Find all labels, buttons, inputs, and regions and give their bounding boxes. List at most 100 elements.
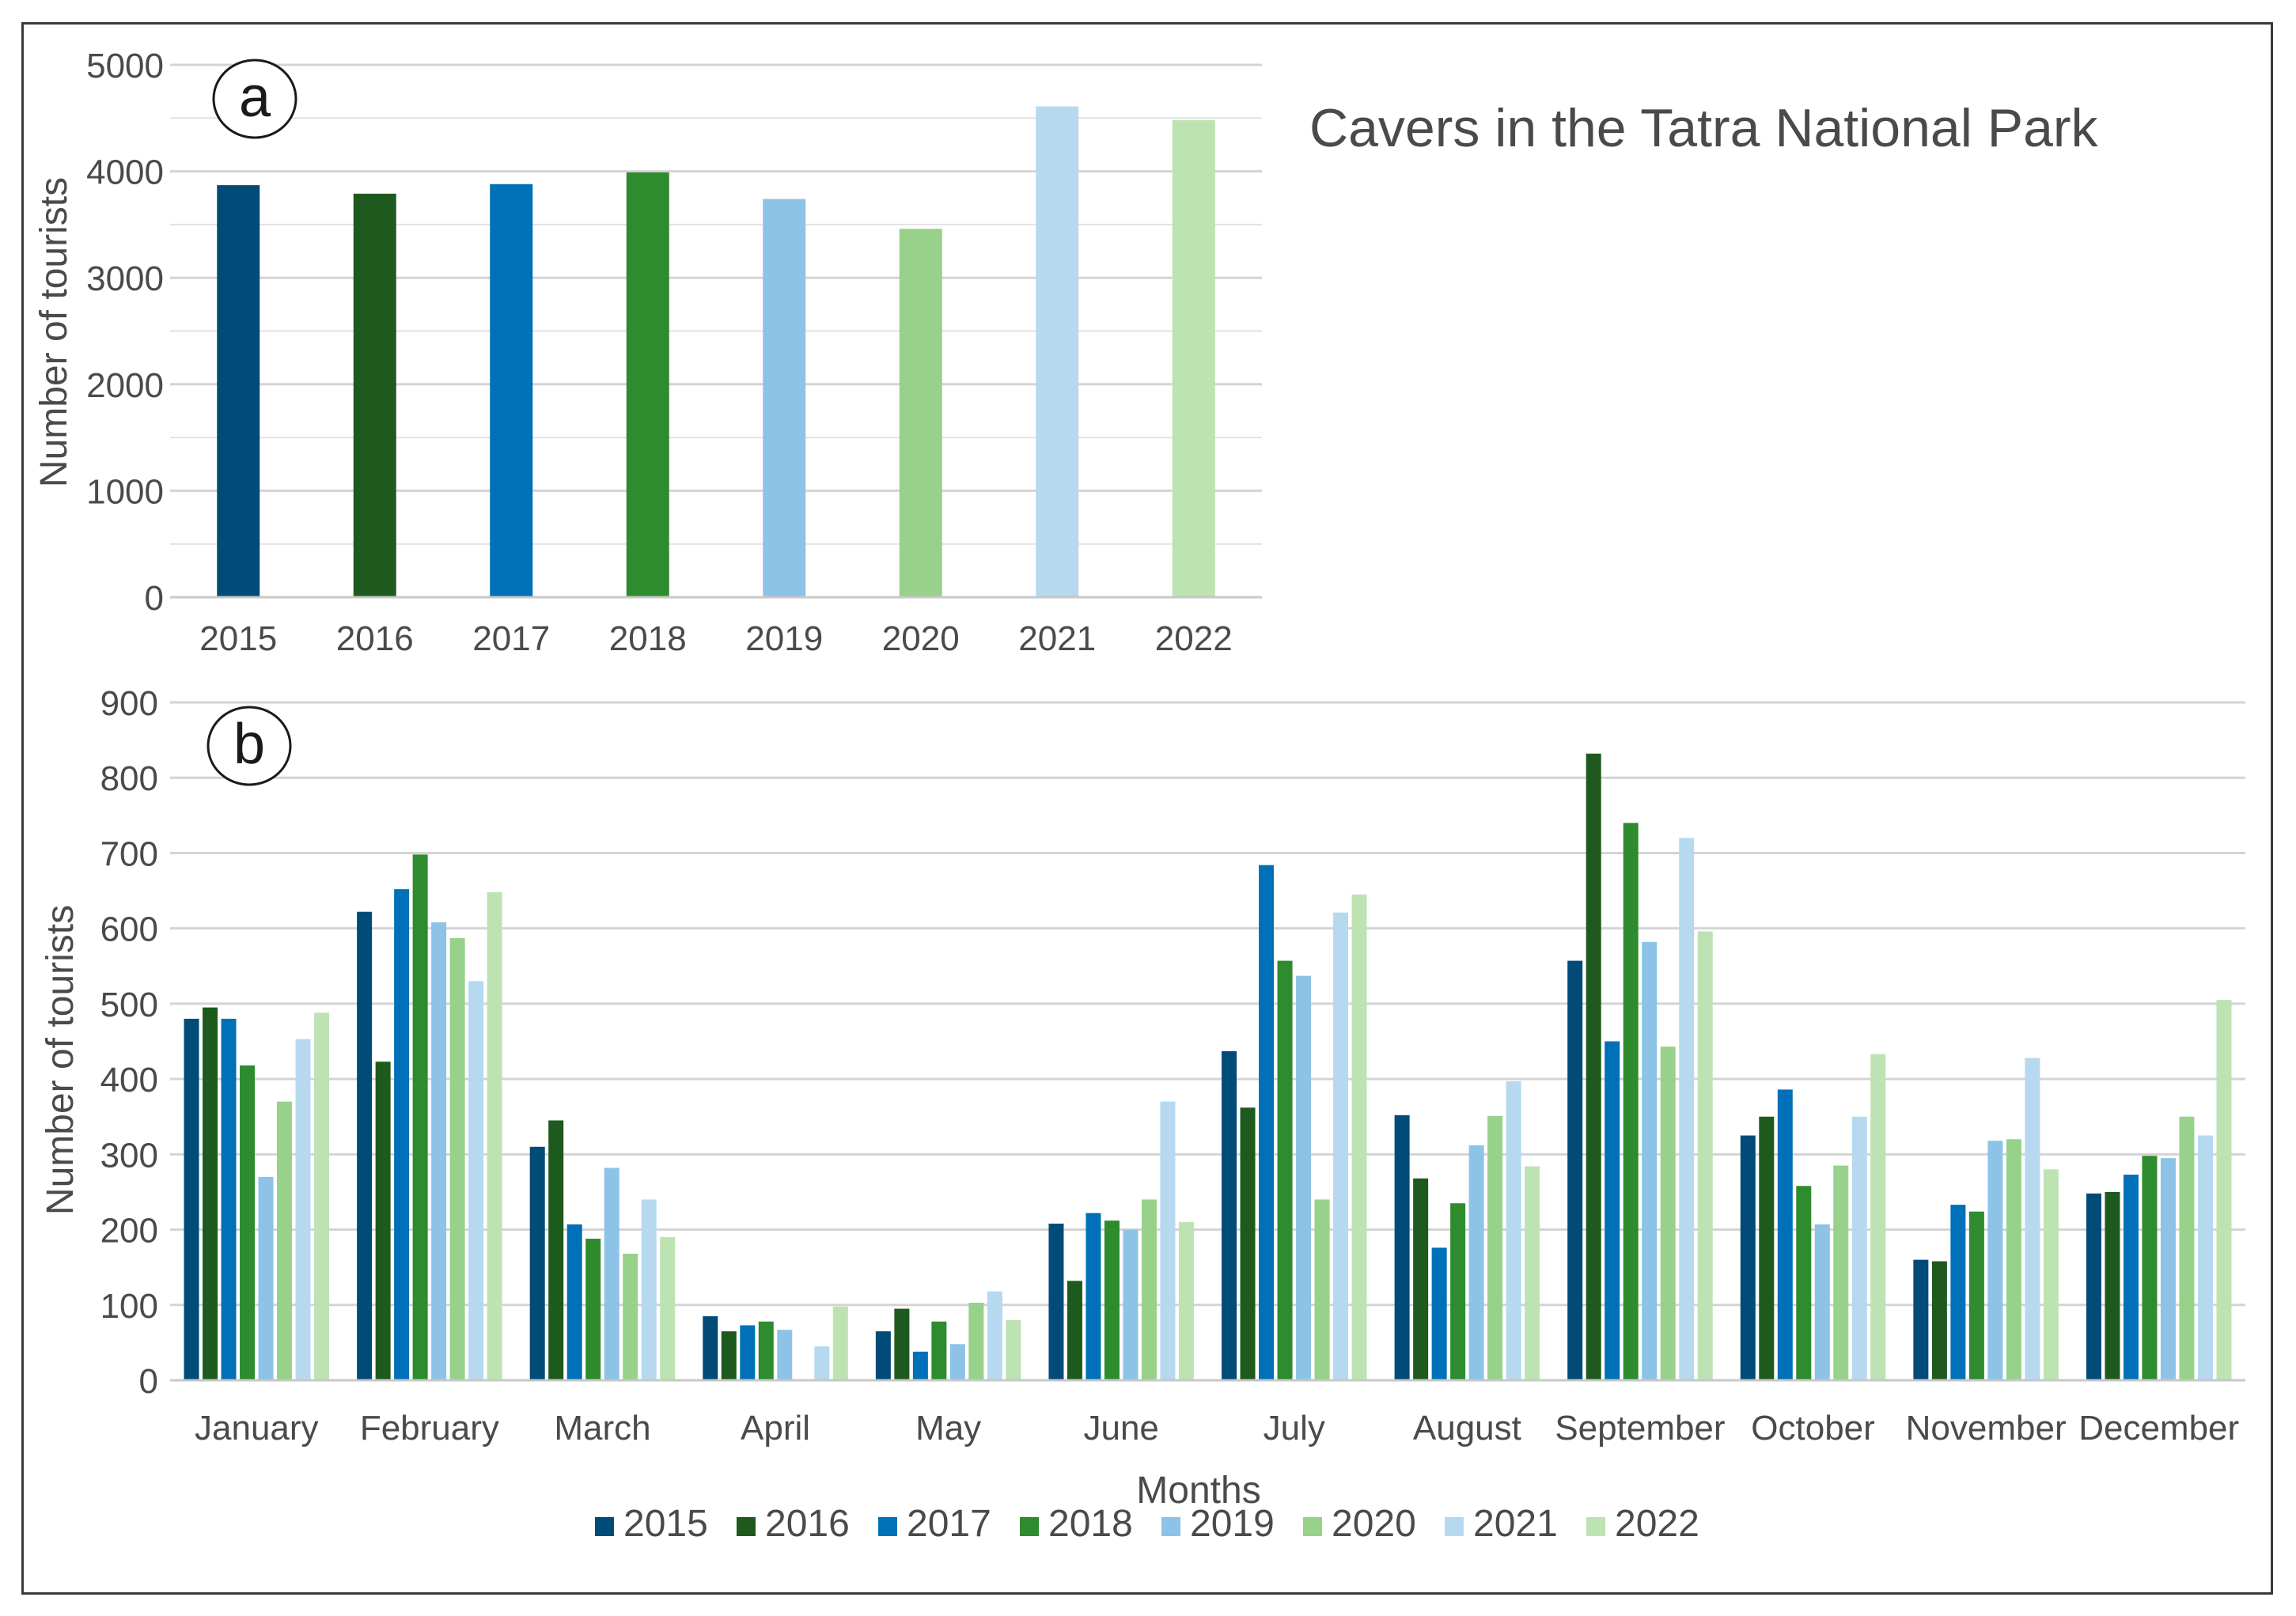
bar-May-2021 bbox=[987, 1291, 1002, 1380]
bar-May-2018 bbox=[931, 1321, 947, 1380]
bar-2020 bbox=[899, 229, 942, 597]
bar-December-2017 bbox=[2123, 1175, 2139, 1380]
bar-March-2020 bbox=[623, 1254, 638, 1380]
bar-January-2020 bbox=[277, 1101, 293, 1380]
bar-November-2020 bbox=[2006, 1139, 2021, 1380]
bar-January-2016 bbox=[203, 1007, 218, 1380]
panel-b-x-tick-label: June bbox=[1083, 1409, 1158, 1448]
bar-November-2022 bbox=[2043, 1169, 2059, 1380]
panel-b-x-tick-label: January bbox=[195, 1409, 319, 1448]
bar-August-2022 bbox=[1525, 1166, 1540, 1380]
bar-April-2021 bbox=[814, 1346, 830, 1380]
bar-December-2015 bbox=[2086, 1193, 2101, 1380]
legend-label-2018: 2018 bbox=[1048, 1503, 1133, 1545]
panel-a-bars bbox=[217, 106, 1215, 598]
panel-b-x-tick-label: November bbox=[1906, 1409, 2067, 1448]
bar-2018 bbox=[626, 172, 669, 598]
panel-b-badge-label: b bbox=[233, 713, 265, 776]
bar-February-2021 bbox=[468, 981, 484, 1380]
panel-b-bars bbox=[184, 753, 2232, 1380]
legend-label-2019: 2019 bbox=[1190, 1503, 1275, 1545]
bar-December-2018 bbox=[2142, 1156, 2158, 1380]
panel-b-y-tick-label: 0 bbox=[139, 1362, 158, 1401]
bar-October-2016 bbox=[1759, 1116, 1775, 1380]
panel-a-y-tick-label: 4000 bbox=[86, 153, 164, 192]
panel-b-x-tick-label: July bbox=[1264, 1409, 1325, 1448]
bar-2015 bbox=[217, 185, 260, 597]
bar-December-2020 bbox=[2179, 1116, 2195, 1380]
panel-a-y-tick-label: 0 bbox=[145, 579, 164, 618]
bar-May-2020 bbox=[968, 1302, 984, 1380]
bar-June-2016 bbox=[1067, 1281, 1082, 1380]
bar-April-2016 bbox=[721, 1331, 737, 1380]
bar-December-2019 bbox=[2160, 1158, 2176, 1380]
bar-June-2019 bbox=[1123, 1229, 1139, 1380]
panel-a-x-tick-label: 2015 bbox=[199, 619, 277, 658]
legend-swatch-2015 bbox=[595, 1517, 614, 1536]
bar-January-2022 bbox=[314, 1012, 330, 1380]
bar-June-2018 bbox=[1104, 1221, 1120, 1380]
bar-December-2021 bbox=[2197, 1135, 2213, 1380]
bar-August-2016 bbox=[1413, 1178, 1429, 1380]
bar-January-2018 bbox=[240, 1065, 256, 1380]
bar-August-2021 bbox=[1506, 1080, 1521, 1380]
panel-b-y-tick-label: 400 bbox=[100, 1061, 158, 1099]
panel-b-y-axis-label: Number of tourists bbox=[40, 905, 81, 1215]
bar-October-2018 bbox=[1796, 1186, 1812, 1380]
legend-label-2020: 2020 bbox=[1332, 1503, 1416, 1545]
panel-b-badge: b bbox=[206, 706, 292, 786]
bar-August-2019 bbox=[1468, 1145, 1484, 1380]
legend-label-2015: 2015 bbox=[623, 1503, 708, 1545]
bar-April-2022 bbox=[832, 1306, 848, 1380]
legend: 2015 2016 2017 2018 2019 2020 2021 2022 bbox=[595, 1503, 1699, 1545]
bar-December-2016 bbox=[2105, 1191, 2120, 1380]
bar-2016 bbox=[353, 193, 396, 597]
bar-December-2022 bbox=[2216, 1000, 2232, 1380]
panel-a-x-tick-label: 2021 bbox=[1018, 619, 1096, 658]
bar-August-2018 bbox=[1450, 1203, 1466, 1380]
bar-March-2017 bbox=[566, 1224, 582, 1380]
panel-b-x-tick-label: December bbox=[2078, 1409, 2239, 1448]
panel-b-x-tick-label: September bbox=[1555, 1409, 1725, 1448]
bar-August-2020 bbox=[1487, 1115, 1503, 1380]
bar-January-2019 bbox=[258, 1176, 274, 1380]
legend-label-2017: 2017 bbox=[907, 1503, 991, 1545]
legend-label-2021: 2021 bbox=[1473, 1503, 1558, 1545]
bar-February-2015 bbox=[357, 911, 373, 1380]
bar-May-2015 bbox=[875, 1331, 891, 1380]
bar-November-2018 bbox=[1968, 1211, 1984, 1380]
bar-October-2022 bbox=[1870, 1054, 1886, 1380]
bar-July-2018 bbox=[1277, 960, 1293, 1380]
bar-February-2022 bbox=[487, 891, 502, 1380]
bar-May-2016 bbox=[894, 1308, 910, 1380]
bar-November-2019 bbox=[1987, 1141, 2003, 1380]
panel-a-badge: a bbox=[212, 59, 297, 139]
legend-swatch-2019 bbox=[1161, 1517, 1180, 1536]
panel-b-x-tick-label: May bbox=[915, 1409, 981, 1448]
bar-March-2019 bbox=[604, 1168, 619, 1380]
bar-October-2015 bbox=[1740, 1135, 1756, 1380]
bar-April-2015 bbox=[703, 1316, 718, 1380]
panel-b-y-tick-label: 800 bbox=[100, 759, 158, 798]
bar-January-2015 bbox=[184, 1018, 199, 1380]
legend-label-2016: 2016 bbox=[765, 1503, 850, 1545]
bar-March-2016 bbox=[548, 1120, 564, 1380]
panel-a-x-tick-labels: 2015 2016 2017 2018 2019 2020 2021 2022 bbox=[199, 619, 1232, 658]
bar-August-2017 bbox=[1431, 1247, 1447, 1380]
bar-August-2015 bbox=[1394, 1115, 1410, 1380]
bar-September-2017 bbox=[1605, 1041, 1620, 1380]
bar-February-2016 bbox=[375, 1062, 391, 1380]
bar-June-2022 bbox=[1178, 1222, 1194, 1380]
figure-frame bbox=[21, 22, 2273, 1595]
bar-May-2022 bbox=[1006, 1319, 1021, 1380]
bar-June-2017 bbox=[1085, 1213, 1101, 1380]
bar-September-2016 bbox=[1586, 753, 1601, 1380]
bar-October-2017 bbox=[1777, 1089, 1793, 1380]
panel-a-x-tick-label: 2017 bbox=[472, 619, 550, 658]
bar-January-2021 bbox=[295, 1039, 311, 1380]
panel-b-x-tick-label: March bbox=[554, 1409, 650, 1448]
panel-a-x-tick-label: 2018 bbox=[609, 619, 687, 658]
panel-a-x-tick-label: 2019 bbox=[745, 619, 823, 658]
bar-October-2019 bbox=[1814, 1224, 1830, 1380]
bar-September-2021 bbox=[1679, 838, 1695, 1380]
